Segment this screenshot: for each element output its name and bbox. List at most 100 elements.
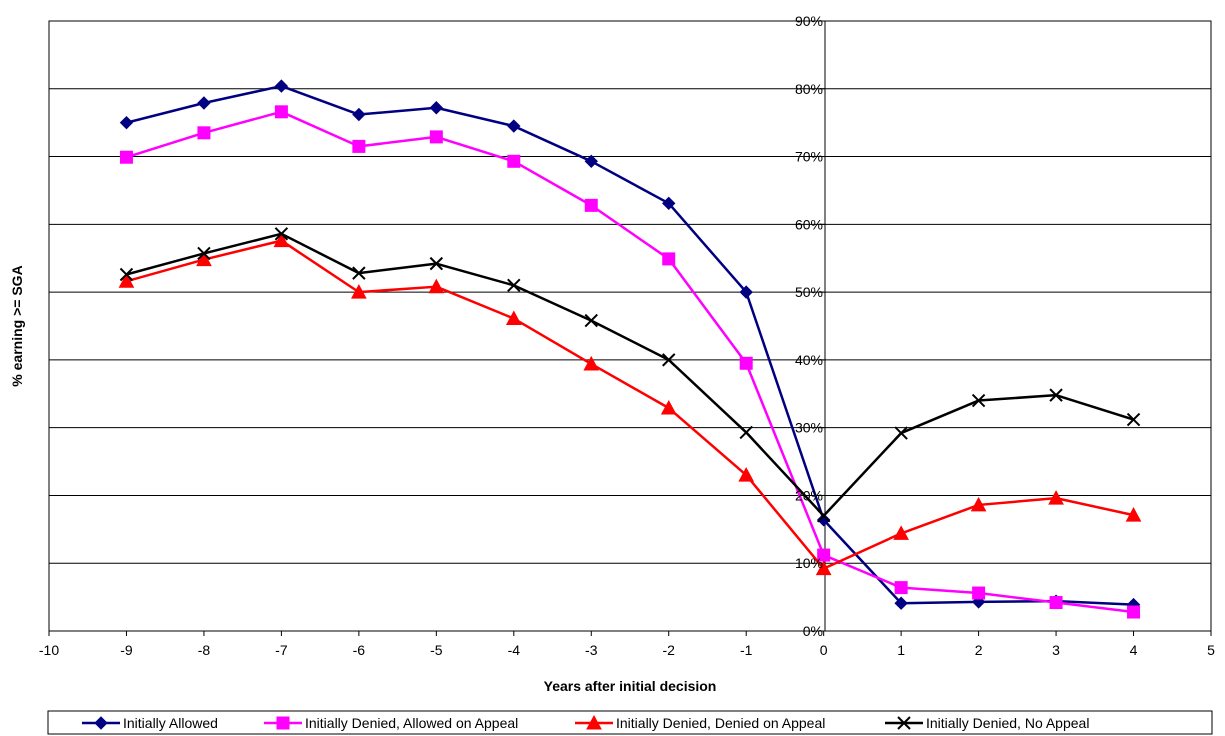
data-point [584, 313, 598, 328]
data-point [352, 107, 366, 122]
y-tick-label: 60% [795, 216, 823, 232]
axes [48, 20, 1212, 636]
data-point [584, 198, 598, 212]
x-tick-label: -4 [508, 642, 521, 658]
data-point [660, 399, 677, 415]
data-point [507, 278, 521, 293]
data-point [352, 266, 366, 280]
legend-entry: Initially Denied, No Appeal [885, 715, 1089, 731]
legend-swatch-marker [586, 714, 602, 730]
legend-entry: Initially Allowed [82, 715, 218, 731]
data-point [1048, 490, 1064, 505]
data-point [972, 586, 986, 600]
data-point [274, 79, 289, 93]
legend-box [47, 710, 1213, 735]
data-point [119, 115, 134, 130]
data-point [739, 285, 753, 299]
y-tick-label: 80% [795, 81, 823, 97]
data-point [894, 426, 908, 440]
y-tick-label: 40% [795, 352, 823, 368]
series-layer [118, 79, 1142, 619]
x-tick-label: -3 [585, 642, 598, 658]
x-tick-label: 5 [1207, 642, 1215, 658]
data-point [1126, 412, 1141, 427]
data-point [1049, 596, 1063, 610]
data-point [507, 119, 521, 133]
data-point [505, 310, 522, 326]
data-point [274, 227, 289, 241]
data-point [816, 513, 831, 527]
x-tick-label: -10 [39, 642, 59, 658]
legend: Initially Allowed Initially Denied, Allow… [47, 710, 1213, 735]
y-tick-label: 0% [803, 623, 823, 639]
data-point [273, 232, 290, 248]
x-axis-title: Years after initial decision [544, 678, 717, 694]
y-tick-labels: 0% 10% 20% 30% 40% 50% 60% 70% 80% 90% [795, 13, 823, 639]
legend-swatch-marker [897, 716, 911, 730]
x-tick-label: -2 [663, 642, 676, 658]
legend-label: Initially Denied, Allowed on Appeal [305, 715, 518, 731]
legend-entry: Initially Denied, Allowed on Appeal [264, 715, 518, 731]
x-tick-label: -7 [275, 642, 288, 658]
y-tick-label: 90% [795, 13, 823, 29]
y-tick-label: 10% [795, 555, 823, 571]
data-point [815, 560, 832, 576]
data-point [429, 130, 443, 144]
x-tick-labels: -10 -9 -8 -7 -6 -5 -4 -3 -2 -1 0 1 2 3 4 5 [39, 642, 1215, 658]
legend-swatch-marker [276, 716, 290, 730]
y-tick-label: 20% [795, 487, 823, 503]
data-point [662, 353, 676, 367]
x-tick-label: -5 [430, 642, 443, 658]
data-point [970, 496, 987, 512]
y-axis-title: % earning >= SGA [9, 265, 25, 386]
legend-entry: Initially Denied, Denied on Appeal [575, 714, 825, 731]
legend-swatch-marker [94, 716, 108, 730]
series-line [126, 110, 1134, 614]
x-tick-label: -9 [120, 642, 133, 658]
x-tick-label: 3 [1052, 642, 1060, 658]
data-point [118, 273, 135, 288]
data-point [197, 96, 211, 110]
data-point [119, 150, 133, 164]
data-point [662, 196, 676, 211]
data-point [893, 525, 909, 540]
data-point [428, 278, 445, 294]
data-point [507, 154, 521, 168]
data-point [1127, 605, 1141, 619]
data-point [584, 154, 598, 169]
data-point [429, 256, 444, 271]
y-tick-label: 70% [795, 149, 823, 165]
data-point [894, 596, 908, 610]
data-point [119, 267, 134, 282]
data-point [894, 581, 908, 595]
x-tick-label: 4 [1130, 642, 1138, 658]
data-point [739, 425, 753, 440]
y-tick-label: 30% [795, 420, 823, 436]
data-point [274, 105, 288, 119]
x-tick-label: -1 [740, 642, 753, 658]
x-tick-label: 2 [975, 642, 983, 658]
legend-items: Initially Allowed Initially Denied, Allow… [82, 714, 1089, 731]
x-tick-label: -6 [353, 642, 366, 658]
data-point [662, 252, 676, 266]
data-point [816, 509, 831, 523]
data-point [738, 467, 755, 482]
legend-label: Initially Allowed [123, 715, 218, 731]
data-point [351, 284, 367, 299]
series-line [126, 239, 1134, 570]
series-1 [119, 79, 1141, 612]
x-tick-label: -8 [198, 642, 211, 658]
data-point [197, 126, 211, 140]
data-point [583, 355, 600, 371]
data-point [352, 139, 366, 153]
data-point [196, 251, 212, 267]
series-3 [118, 232, 1142, 576]
series-line [126, 232, 1134, 518]
data-point [429, 101, 444, 115]
gridlines [49, 88, 1211, 564]
series-line [126, 84, 1134, 606]
plot-area-border [48, 20, 1212, 632]
data-point [197, 246, 211, 261]
data-point [1049, 388, 1063, 402]
